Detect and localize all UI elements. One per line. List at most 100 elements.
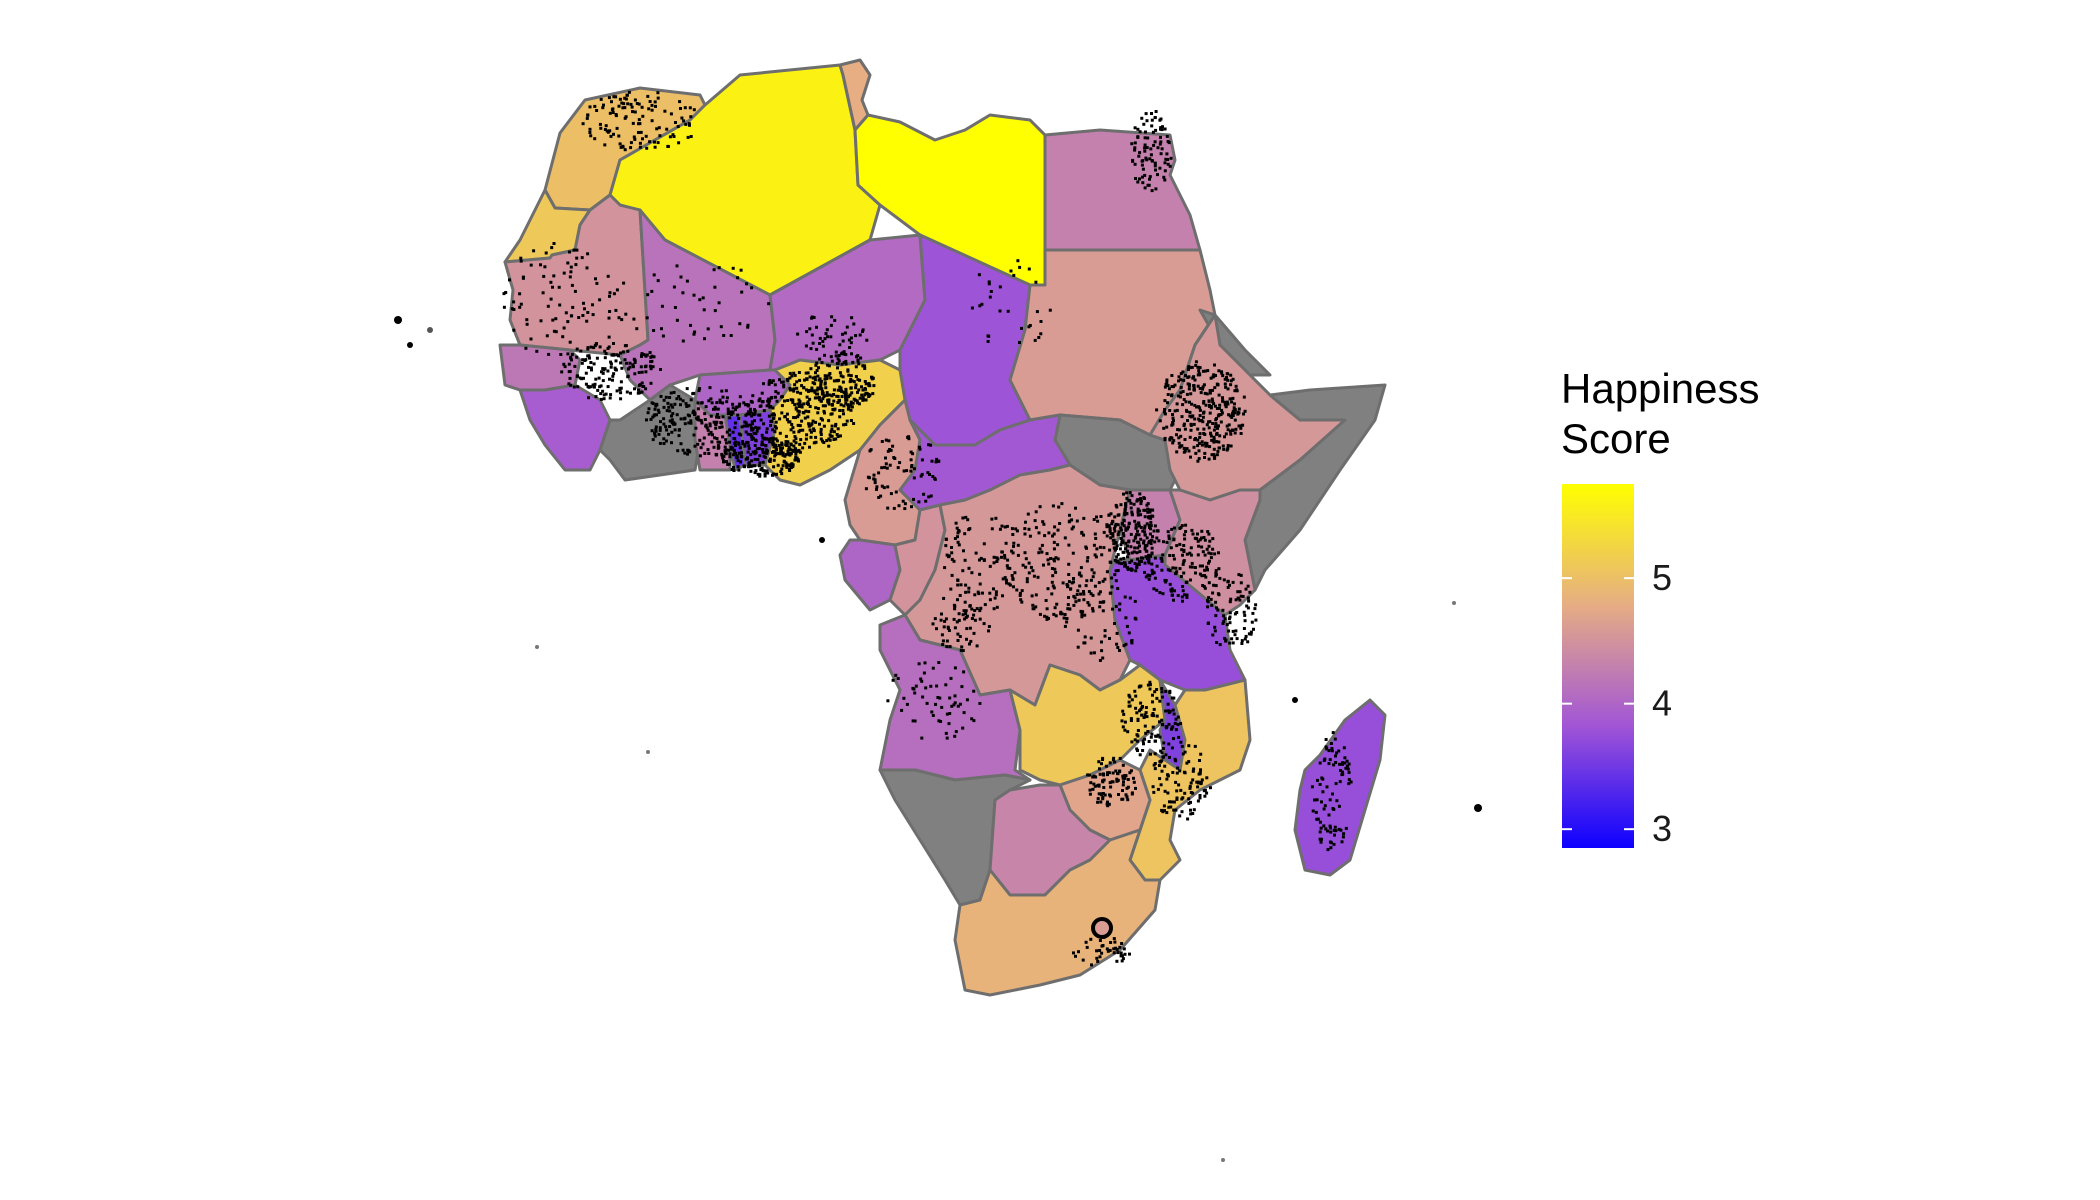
- location-point: [1169, 805, 1173, 809]
- location-point: [963, 532, 967, 536]
- location-point: [624, 344, 628, 348]
- location-point: [1176, 428, 1180, 432]
- location-point: [1122, 780, 1125, 784]
- location-point: [792, 389, 796, 393]
- location-point: [679, 275, 683, 279]
- location-point: [1233, 431, 1237, 435]
- location-point: [1172, 419, 1175, 423]
- location-point: [1234, 629, 1238, 633]
- location-point: [1140, 116, 1144, 120]
- location-point: [630, 105, 634, 109]
- location-point: [1158, 735, 1162, 739]
- location-point: [767, 402, 771, 406]
- location-point: [525, 322, 529, 326]
- location-point: [1160, 751, 1164, 755]
- location-point: [1052, 586, 1056, 590]
- location-point: [1330, 749, 1334, 753]
- country-Egypt[interactable]: [1043, 128, 1202, 252]
- location-point: [1098, 659, 1102, 662]
- location-point: [744, 403, 748, 407]
- location-point: [1178, 395, 1182, 399]
- location-point: [1054, 614, 1058, 618]
- location-point: [1203, 369, 1207, 373]
- location-point: [810, 333, 814, 337]
- location-point: [648, 140, 652, 144]
- country-South Africa[interactable]: [953, 828, 1162, 997]
- location-point: [1161, 592, 1165, 596]
- location-point: [1165, 425, 1169, 429]
- location-point: [732, 448, 736, 452]
- location-point: [1010, 549, 1014, 553]
- location-point: [792, 371, 796, 375]
- location-point: [1175, 544, 1179, 548]
- location-point: [990, 517, 994, 521]
- country-Madagascar[interactable]: [1293, 698, 1387, 877]
- location-point: [940, 705, 944, 709]
- country-Lesotho[interactable]: [1091, 917, 1113, 939]
- location-point: [750, 414, 754, 418]
- location-point: [927, 495, 931, 499]
- location-point: [1183, 537, 1187, 541]
- location-point: [880, 484, 884, 488]
- location-point: [819, 379, 823, 383]
- location-point: [1067, 562, 1071, 566]
- location-point: [1219, 420, 1223, 424]
- location-point: [886, 506, 890, 510]
- location-point: [767, 302, 771, 306]
- location-point: [1170, 726, 1174, 730]
- location-point: [1088, 788, 1092, 792]
- location-point: [945, 712, 949, 716]
- location-point: [1144, 731, 1148, 735]
- location-point: [687, 122, 691, 126]
- location-point: [1182, 560, 1186, 564]
- location-point: [657, 126, 661, 130]
- location-point: [1180, 595, 1184, 599]
- location-point: [793, 383, 797, 387]
- location-point: [1226, 580, 1230, 584]
- location-point: [1143, 570, 1146, 574]
- location-point: [714, 426, 718, 430]
- location-point: [1180, 415, 1184, 419]
- location-point: [1103, 634, 1107, 638]
- location-point: [1237, 424, 1241, 428]
- location-point: [671, 133, 675, 137]
- location-point: [911, 719, 915, 723]
- location-point: [1037, 336, 1041, 339]
- location-point: [1135, 565, 1139, 569]
- location-point: [1135, 551, 1139, 555]
- location-point: [502, 305, 506, 309]
- location-point: [625, 390, 629, 394]
- location-point: [566, 352, 570, 356]
- location-point: [854, 398, 857, 402]
- location-point: [841, 332, 844, 336]
- location-point: [753, 408, 756, 412]
- location-point: [1182, 398, 1186, 401]
- location-point: [1061, 581, 1065, 585]
- location-point: [529, 263, 533, 267]
- location-point: [1116, 772, 1120, 776]
- location-point: [795, 386, 799, 390]
- location-point: [1128, 771, 1132, 775]
- location-point: [662, 398, 666, 402]
- location-point: [1164, 753, 1168, 757]
- country-Libya[interactable]: [853, 113, 1047, 287]
- location-point: [1121, 532, 1125, 535]
- location-point: [1207, 420, 1210, 424]
- location-point: [1132, 550, 1136, 554]
- location-point: [611, 107, 615, 111]
- location-point: [1230, 637, 1234, 641]
- location-point: [1233, 418, 1237, 422]
- country-Tunisia[interactable]: [838, 58, 872, 132]
- location-point: [757, 447, 761, 450]
- location-point: [1199, 752, 1203, 756]
- location-point: [824, 386, 828, 390]
- location-point: [1203, 451, 1207, 455]
- location-point: [715, 415, 718, 419]
- location-point: [1168, 409, 1172, 412]
- location-point: [744, 457, 748, 461]
- location-point: [967, 586, 971, 590]
- location-point: [1114, 569, 1118, 573]
- location-point: [930, 459, 934, 463]
- location-point: [1004, 541, 1008, 545]
- location-point: [591, 383, 595, 387]
